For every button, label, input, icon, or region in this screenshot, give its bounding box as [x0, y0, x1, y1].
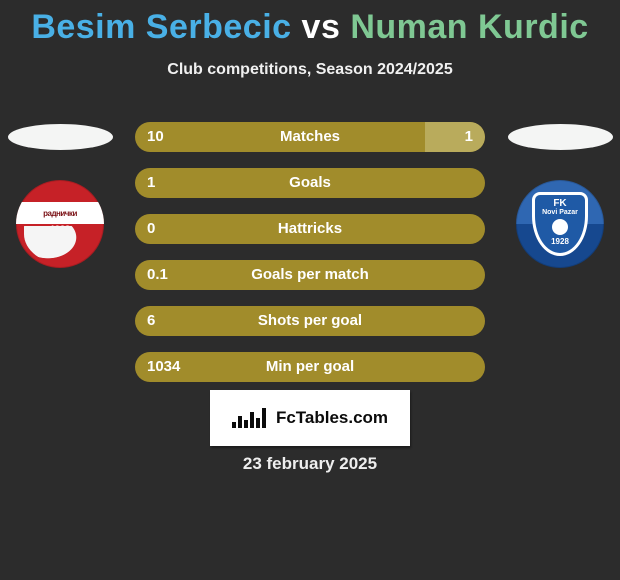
source-text: FcTables.com: [276, 408, 388, 428]
stat-row: 1Goals: [135, 168, 485, 198]
left-club-crest: раднички 1923: [16, 180, 104, 268]
bar-segment: [232, 422, 236, 428]
stat-row: 6Shots per goal: [135, 306, 485, 336]
stat-label: Goals: [135, 168, 485, 198]
player1-name: Besim Serbecic: [31, 8, 291, 46]
left-crest-mid: раднички: [43, 209, 77, 218]
player2-name: Numan Kurdic: [350, 8, 588, 46]
subtitle: Club competitions, Season 2024/2025: [0, 61, 620, 79]
stat-row: 0.1Goals per match: [135, 260, 485, 290]
vs-text: vs: [302, 8, 341, 46]
stat-label: Hattricks: [135, 214, 485, 244]
right-crest-top: FK: [553, 198, 566, 209]
stats-list: 101Matches 1Goals 0Hattricks 0.1Goals per m…: [135, 122, 485, 398]
stat-row: 1034Min per goal: [135, 352, 485, 382]
shield-icon: FK Novi Pazar 1928: [532, 192, 588, 256]
bar-segment: [238, 416, 242, 428]
stat-label: Shots per goal: [135, 306, 485, 336]
bars-icon: [232, 408, 266, 428]
middle-area: раднички 1923 FK Novi Pazar 1928 101Matc…: [0, 100, 620, 400]
date-text: 23 february 2025: [0, 454, 620, 474]
stat-label: Goals per match: [135, 260, 485, 290]
right-crest-mid: Novi Pazar: [542, 209, 578, 216]
right-ellipse: [508, 124, 613, 150]
right-crest-year: 1928: [551, 237, 569, 246]
source-badge: FcTables.com: [210, 390, 410, 446]
bar-segment: [244, 420, 248, 428]
eagle-icon: [24, 226, 84, 264]
page-title: Besim Serbecic vs Numan Kurdic: [0, 0, 620, 47]
comparison-card: Besim Serbecic vs Numan Kurdic Club comp…: [0, 0, 620, 580]
stat-row: 0Hattricks: [135, 214, 485, 244]
bar-segment: [256, 418, 260, 428]
right-club-crest: FK Novi Pazar 1928: [516, 180, 604, 268]
left-side: раднички 1923: [0, 100, 120, 268]
stat-label: Matches: [135, 122, 485, 152]
right-side: FK Novi Pazar 1928: [500, 100, 620, 268]
stat-label: Min per goal: [135, 352, 485, 382]
left-ellipse: [8, 124, 113, 150]
bar-segment: [250, 412, 254, 428]
ball-icon: [552, 219, 568, 235]
stat-row: 101Matches: [135, 122, 485, 152]
bar-segment: [262, 408, 266, 428]
left-crest-band: раднички: [16, 202, 104, 224]
